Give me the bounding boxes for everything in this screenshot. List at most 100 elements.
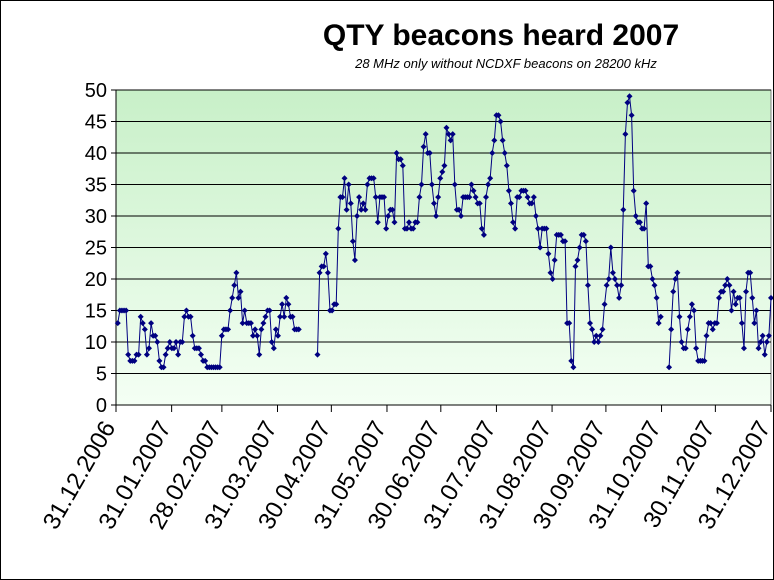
data-point	[497, 118, 504, 125]
data-point	[707, 320, 714, 327]
data-point	[145, 345, 152, 352]
data-point	[410, 225, 417, 232]
data-point	[156, 357, 163, 364]
data-point	[322, 250, 329, 257]
data-point	[501, 150, 508, 156]
data-point	[666, 364, 673, 371]
data-point	[320, 263, 327, 270]
data-point	[632, 213, 639, 219]
data-point	[218, 332, 225, 339]
data-point	[757, 339, 764, 345]
data-point	[618, 282, 625, 289]
data-point	[233, 269, 240, 276]
data-point	[601, 301, 608, 308]
data-point	[641, 225, 648, 232]
data-point	[389, 206, 396, 213]
data-point	[657, 313, 664, 320]
series-beacons	[114, 93, 773, 371]
data-point	[622, 131, 629, 138]
data-point	[580, 231, 587, 238]
data-point	[139, 320, 146, 327]
y-tick-label: 40	[85, 143, 107, 165]
data-point	[416, 194, 423, 201]
data-point	[393, 150, 400, 156]
data-point	[653, 294, 660, 301]
data-point	[374, 219, 381, 226]
data-point	[582, 238, 589, 245]
data-point	[655, 320, 662, 327]
chart-title: QTY beacons heard 2007	[323, 19, 679, 52]
data-point	[476, 200, 483, 207]
data-point	[736, 294, 743, 301]
data-point	[761, 351, 768, 358]
data-point	[241, 307, 248, 314]
data-point	[289, 313, 296, 320]
data-point	[503, 162, 510, 169]
data-point	[175, 351, 182, 358]
data-point	[181, 313, 188, 320]
data-point	[686, 313, 693, 320]
y-tick-label: 35	[85, 175, 107, 197]
data-point	[343, 206, 350, 213]
gridlines	[116, 89, 771, 374]
data-point	[281, 313, 288, 320]
data-point	[693, 345, 700, 352]
data-point	[154, 339, 161, 345]
data-point	[722, 282, 729, 289]
data-point	[595, 339, 602, 345]
data-point	[720, 288, 727, 295]
data-point	[447, 137, 454, 144]
data-point	[647, 263, 654, 270]
data-point	[349, 238, 356, 245]
data-point	[557, 231, 564, 238]
data-point	[397, 156, 404, 163]
data-point	[747, 269, 754, 276]
data-point	[216, 364, 223, 371]
data-point	[570, 364, 577, 371]
data-point	[285, 301, 292, 308]
data-point	[616, 294, 623, 301]
data-point	[137, 313, 144, 320]
y-tick-label: 45	[85, 112, 107, 134]
data-point	[250, 332, 257, 339]
data-point	[510, 219, 517, 226]
data-point	[329, 307, 336, 314]
data-point	[626, 93, 633, 100]
data-point	[345, 181, 352, 188]
data-point	[624, 99, 631, 106]
data-point	[195, 345, 202, 352]
data-point	[603, 282, 610, 289]
data-point	[491, 137, 498, 144]
data-point	[688, 301, 695, 308]
data-point	[672, 276, 679, 282]
data-point	[131, 357, 138, 364]
data-point	[437, 175, 444, 182]
data-point	[562, 238, 569, 245]
data-point	[759, 332, 766, 339]
y-tick-label: 20	[85, 269, 107, 291]
data-point	[123, 307, 130, 314]
data-point	[636, 219, 643, 226]
data-point	[768, 294, 773, 301]
data-point	[522, 187, 529, 194]
data-point	[258, 326, 265, 333]
data-point	[691, 307, 698, 314]
data-point	[141, 326, 148, 333]
data-point	[478, 225, 485, 232]
data-point	[614, 282, 621, 289]
data-point	[266, 307, 273, 314]
data-point	[530, 194, 537, 201]
data-point	[535, 225, 542, 232]
data-point	[505, 187, 512, 194]
data-point	[684, 326, 691, 333]
data-point	[433, 213, 440, 219]
data-point	[422, 131, 429, 138]
data-point	[607, 244, 614, 251]
data-point	[643, 200, 650, 207]
data-point	[458, 213, 465, 219]
data-point	[499, 137, 506, 144]
data-point	[470, 187, 477, 194]
data-point	[507, 200, 514, 207]
data-point	[339, 194, 346, 201]
data-point	[443, 124, 450, 131]
